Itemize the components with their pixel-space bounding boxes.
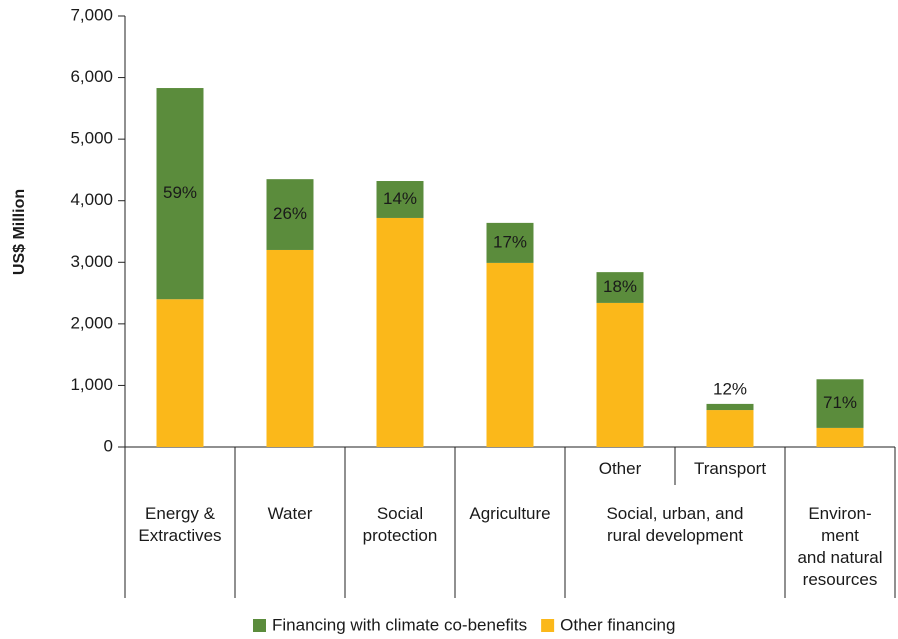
bar-segment [706, 410, 754, 447]
group-label: Social, urban, and rural development [606, 504, 744, 545]
category-label: Environ- ment and natural resources [797, 504, 883, 589]
sub-category-label: Other [598, 459, 642, 478]
category-label: Water [267, 504, 313, 523]
bar-segment [156, 299, 204, 447]
bar-segment [816, 379, 864, 428]
category-label: Energy & Extractives [138, 504, 222, 545]
value-label: 14% [383, 189, 417, 208]
sub-category-label: Transport [693, 459, 767, 478]
y-axis-label: US$ Million [11, 189, 28, 275]
bar-segment [816, 427, 864, 447]
value-label: 17% [493, 232, 527, 251]
bar-segment [486, 262, 534, 447]
bar-segment [266, 179, 314, 250]
category-label: Social protection [362, 504, 438, 545]
y-tick-label: 2,000 [70, 313, 113, 332]
y-tick-label: 6,000 [70, 67, 113, 86]
y-tick-label: 3,000 [70, 252, 113, 271]
value-label: 26% [273, 204, 307, 223]
bar-segment [596, 302, 644, 447]
bar-segment [156, 88, 204, 300]
legend-swatch [541, 619, 555, 632]
category-label: Agriculture [469, 504, 551, 523]
legend-label: Other financing [560, 615, 675, 634]
bar-segment [596, 272, 644, 303]
bar-segment [376, 217, 424, 447]
bar-segment [706, 403, 754, 411]
y-tick-label: 1,000 [70, 375, 113, 394]
value-label: 59% [163, 183, 197, 202]
bar-segment [266, 249, 314, 447]
bar-segment [486, 222, 534, 263]
value-label: 71% [823, 393, 857, 412]
bar-segment [376, 181, 424, 218]
y-tick-label: 5,000 [70, 129, 113, 148]
y-tick-label: 7,000 [70, 5, 113, 24]
value-label: 12% [713, 379, 747, 398]
y-tick-label: 0 [104, 436, 113, 455]
value-label: 18% [603, 277, 637, 296]
legend-label: Financing with climate co-benefits [272, 615, 527, 634]
legend-swatch [253, 619, 266, 632]
y-tick-label: 4,000 [70, 190, 113, 209]
